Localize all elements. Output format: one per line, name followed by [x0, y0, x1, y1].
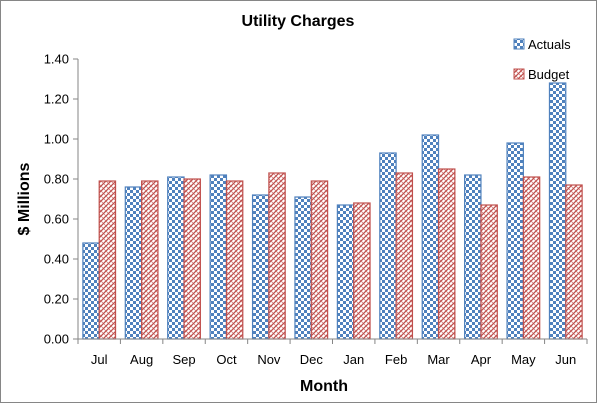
- bar-budget-apr: [480, 204, 498, 340]
- y-tick-label: 0.20: [44, 292, 69, 307]
- bar-budget-jan: [353, 202, 371, 340]
- y-tick-label: 0.00: [44, 332, 69, 347]
- legend: Actuals Budget: [513, 37, 571, 82]
- y-tick-label: 1.20: [44, 92, 69, 107]
- bar-actuals-apr: [464, 174, 482, 340]
- legend-swatch-actuals: [513, 38, 525, 50]
- y-axis-title: $ Millions: [16, 162, 33, 235]
- legend-label-budget: Budget: [528, 67, 570, 82]
- bar-actuals-may: [506, 142, 524, 340]
- bar-actuals-aug: [124, 186, 143, 340]
- x-axis: Jul Aug Sep Oct Nov Dec Jan Feb Mar Apr May Jun: [77, 338, 588, 367]
- x-tick-label: Aug: [130, 352, 153, 367]
- y-tick-label: 0.40: [44, 252, 69, 267]
- bar-actuals-jun: [548, 82, 567, 340]
- bar-budget-sep: [183, 178, 201, 340]
- x-tick-label: Jun: [555, 352, 576, 367]
- bars: [82, 82, 583, 340]
- bar-budget-dec: [310, 180, 329, 340]
- bar-actuals-dec: [294, 196, 312, 340]
- legend-label-actuals: Actuals: [528, 37, 571, 52]
- bar-actuals-sep: [167, 176, 185, 340]
- x-axis-title: Month: [300, 378, 348, 395]
- x-tick-label: Jan: [343, 352, 364, 367]
- x-tick-label: Nov: [257, 352, 281, 367]
- x-tick-label: Apr: [471, 352, 492, 367]
- bar-actuals-jan: [336, 204, 355, 340]
- y-tick-label: 1.40: [44, 52, 69, 67]
- bar-budget-oct: [225, 180, 244, 340]
- bar-actuals-oct: [209, 174, 228, 340]
- y-tick-label: 0.60: [44, 212, 69, 227]
- x-tick-label: Dec: [300, 352, 324, 367]
- x-tick-label: Feb: [385, 352, 407, 367]
- bar-budget-feb: [395, 172, 414, 340]
- bar-budget-jun: [565, 184, 583, 340]
- legend-swatch-budget: [513, 68, 525, 80]
- x-tick-label: Oct: [216, 352, 237, 367]
- bar-budget-aug: [141, 180, 159, 340]
- bar-actuals-nov: [251, 194, 270, 340]
- x-tick-label: Sep: [172, 352, 195, 367]
- x-tick-label: Mar: [427, 352, 450, 367]
- y-axis: 0.00 0.20 0.40 0.60 0.80 1.00 1.20 1.40: [44, 52, 79, 347]
- y-tick-label: 0.80: [44, 172, 69, 187]
- y-tick-label: 1.00: [44, 132, 69, 147]
- bar-budget-may: [522, 176, 541, 340]
- bar-budget-mar: [437, 168, 456, 340]
- bar-budget-jul: [98, 180, 117, 340]
- x-tick-label: Jul: [91, 352, 108, 367]
- bar-budget-nov: [268, 172, 286, 340]
- x-tick-label: May: [511, 352, 536, 367]
- bar-actuals-feb: [379, 152, 397, 340]
- bar-actuals-jul: [82, 242, 100, 340]
- bar-actuals-mar: [421, 134, 440, 340]
- chart-title: Utility Charges: [242, 13, 355, 30]
